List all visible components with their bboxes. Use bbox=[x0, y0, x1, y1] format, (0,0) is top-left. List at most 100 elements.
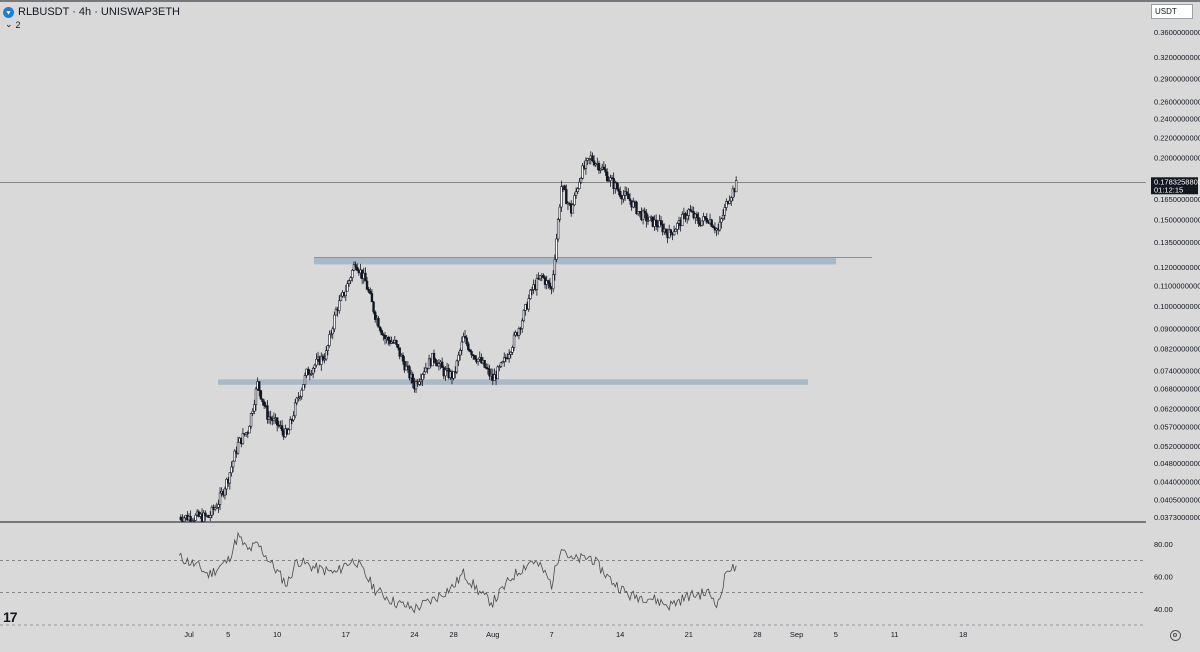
candle-body bbox=[215, 507, 218, 509]
price-axis-label: 0.1000000000 bbox=[1154, 302, 1200, 311]
price-axis-label: 0.0820000000 bbox=[1154, 344, 1200, 353]
candle-body bbox=[568, 202, 571, 205]
candle-body bbox=[723, 207, 726, 216]
candle-body bbox=[303, 375, 307, 385]
candle-body bbox=[473, 355, 477, 360]
candle-body bbox=[681, 213, 684, 227]
price-axis-label: 0.2200000000 bbox=[1154, 133, 1200, 142]
indicator-collapse-toggle[interactable]: ⌄ 2 bbox=[5, 19, 21, 30]
candle-body bbox=[501, 361, 504, 364]
candle-body bbox=[300, 389, 303, 397]
candle-countdown: 01:12:15 bbox=[1154, 185, 1183, 194]
candle-body bbox=[641, 210, 645, 221]
candle-body bbox=[512, 334, 516, 348]
candle-body bbox=[503, 357, 506, 362]
candle-body bbox=[664, 228, 668, 233]
last-price-tag bbox=[1151, 177, 1198, 195]
candle-body bbox=[486, 367, 490, 370]
candle-body bbox=[689, 209, 692, 212]
candle-body bbox=[498, 366, 501, 368]
candle-body bbox=[421, 374, 424, 381]
chart-header: RLBUSDT · 4h · UNISWAP3ETH bbox=[3, 4, 180, 20]
time-axis-label: 10 bbox=[273, 630, 281, 639]
candle-body bbox=[535, 277, 539, 290]
chevron-down-icon: ⌄ bbox=[5, 19, 13, 29]
candle-body bbox=[507, 354, 511, 359]
candle-body bbox=[414, 381, 418, 390]
candle-body bbox=[676, 223, 679, 230]
candle-body bbox=[411, 373, 414, 384]
candle-body bbox=[721, 214, 725, 220]
time-axis-label: 14 bbox=[616, 630, 624, 639]
candle-body bbox=[576, 188, 579, 192]
price-axis-label: 0.3200000000 bbox=[1154, 53, 1200, 62]
candle-body bbox=[643, 210, 646, 214]
candle-body bbox=[687, 209, 691, 216]
candle-body bbox=[720, 218, 723, 223]
candle-body bbox=[351, 269, 354, 279]
gear-icon[interactable] bbox=[1170, 630, 1181, 641]
price-axis-label: 0.0620000000 bbox=[1154, 404, 1200, 413]
candle-body bbox=[702, 216, 705, 222]
candle-body bbox=[405, 365, 408, 371]
candle-body bbox=[231, 460, 235, 468]
candle-body bbox=[605, 171, 609, 182]
indicator-count: 2 bbox=[15, 19, 21, 30]
candle-body bbox=[731, 188, 735, 198]
candle-body bbox=[331, 328, 334, 335]
candle-body bbox=[333, 314, 336, 330]
candle-body bbox=[604, 169, 607, 173]
candle-body bbox=[607, 180, 610, 182]
candle-body bbox=[422, 371, 426, 375]
price-axis-label: 0.0740000000 bbox=[1154, 366, 1200, 375]
rsi-axis-label: 60.00 bbox=[1154, 573, 1173, 582]
candle-body bbox=[204, 512, 207, 517]
candle-body bbox=[669, 229, 673, 233]
candle-body bbox=[455, 360, 459, 373]
candle-body bbox=[440, 361, 444, 368]
candle-body bbox=[418, 381, 421, 385]
candle-body bbox=[488, 368, 491, 377]
symbol-title[interactable]: RLBUSDT · 4h · UNISWAP3ETH bbox=[18, 6, 180, 18]
candle-body bbox=[248, 425, 251, 434]
candle-body bbox=[463, 336, 467, 339]
last-price-value: 0.1783258803 bbox=[1154, 177, 1200, 186]
time-axis-label: 5 bbox=[834, 630, 838, 639]
candle-body bbox=[581, 165, 584, 179]
candle-body bbox=[470, 351, 473, 356]
candle-body bbox=[241, 433, 245, 445]
candle-body bbox=[622, 195, 625, 200]
candle-body bbox=[511, 347, 514, 353]
candles-group bbox=[179, 151, 738, 523]
price-axis-label: 0.3600000000 bbox=[1154, 28, 1200, 37]
candle-body bbox=[527, 298, 530, 310]
candle-body bbox=[253, 404, 256, 412]
candle-body bbox=[354, 264, 357, 268]
candle-body bbox=[228, 472, 232, 484]
candle-body bbox=[258, 381, 261, 391]
candle-body bbox=[387, 337, 390, 341]
candle-body bbox=[467, 343, 470, 351]
tradingview-logo-icon[interactable]: 17 bbox=[3, 609, 18, 625]
candle-body bbox=[627, 194, 630, 200]
price-axis-label: 0.0440000000 bbox=[1154, 478, 1200, 487]
candle-body bbox=[496, 366, 499, 380]
currency-selector[interactable]: USDT bbox=[1151, 4, 1193, 19]
candle-body bbox=[328, 334, 331, 346]
candle-body bbox=[179, 516, 183, 521]
candle-body bbox=[218, 492, 222, 505]
candle-body bbox=[275, 417, 279, 426]
price-axis-label: 0.1100000000 bbox=[1154, 282, 1200, 291]
price-axis-label: 0.2000000000 bbox=[1154, 154, 1200, 163]
candle-body bbox=[403, 360, 406, 371]
candle-body bbox=[189, 516, 192, 523]
candle-body bbox=[509, 351, 512, 355]
candle-body bbox=[437, 363, 441, 367]
candle-body bbox=[615, 182, 619, 190]
time-axis-label: Sep bbox=[790, 630, 803, 639]
candle-body bbox=[468, 349, 472, 352]
candle-body bbox=[573, 195, 576, 206]
